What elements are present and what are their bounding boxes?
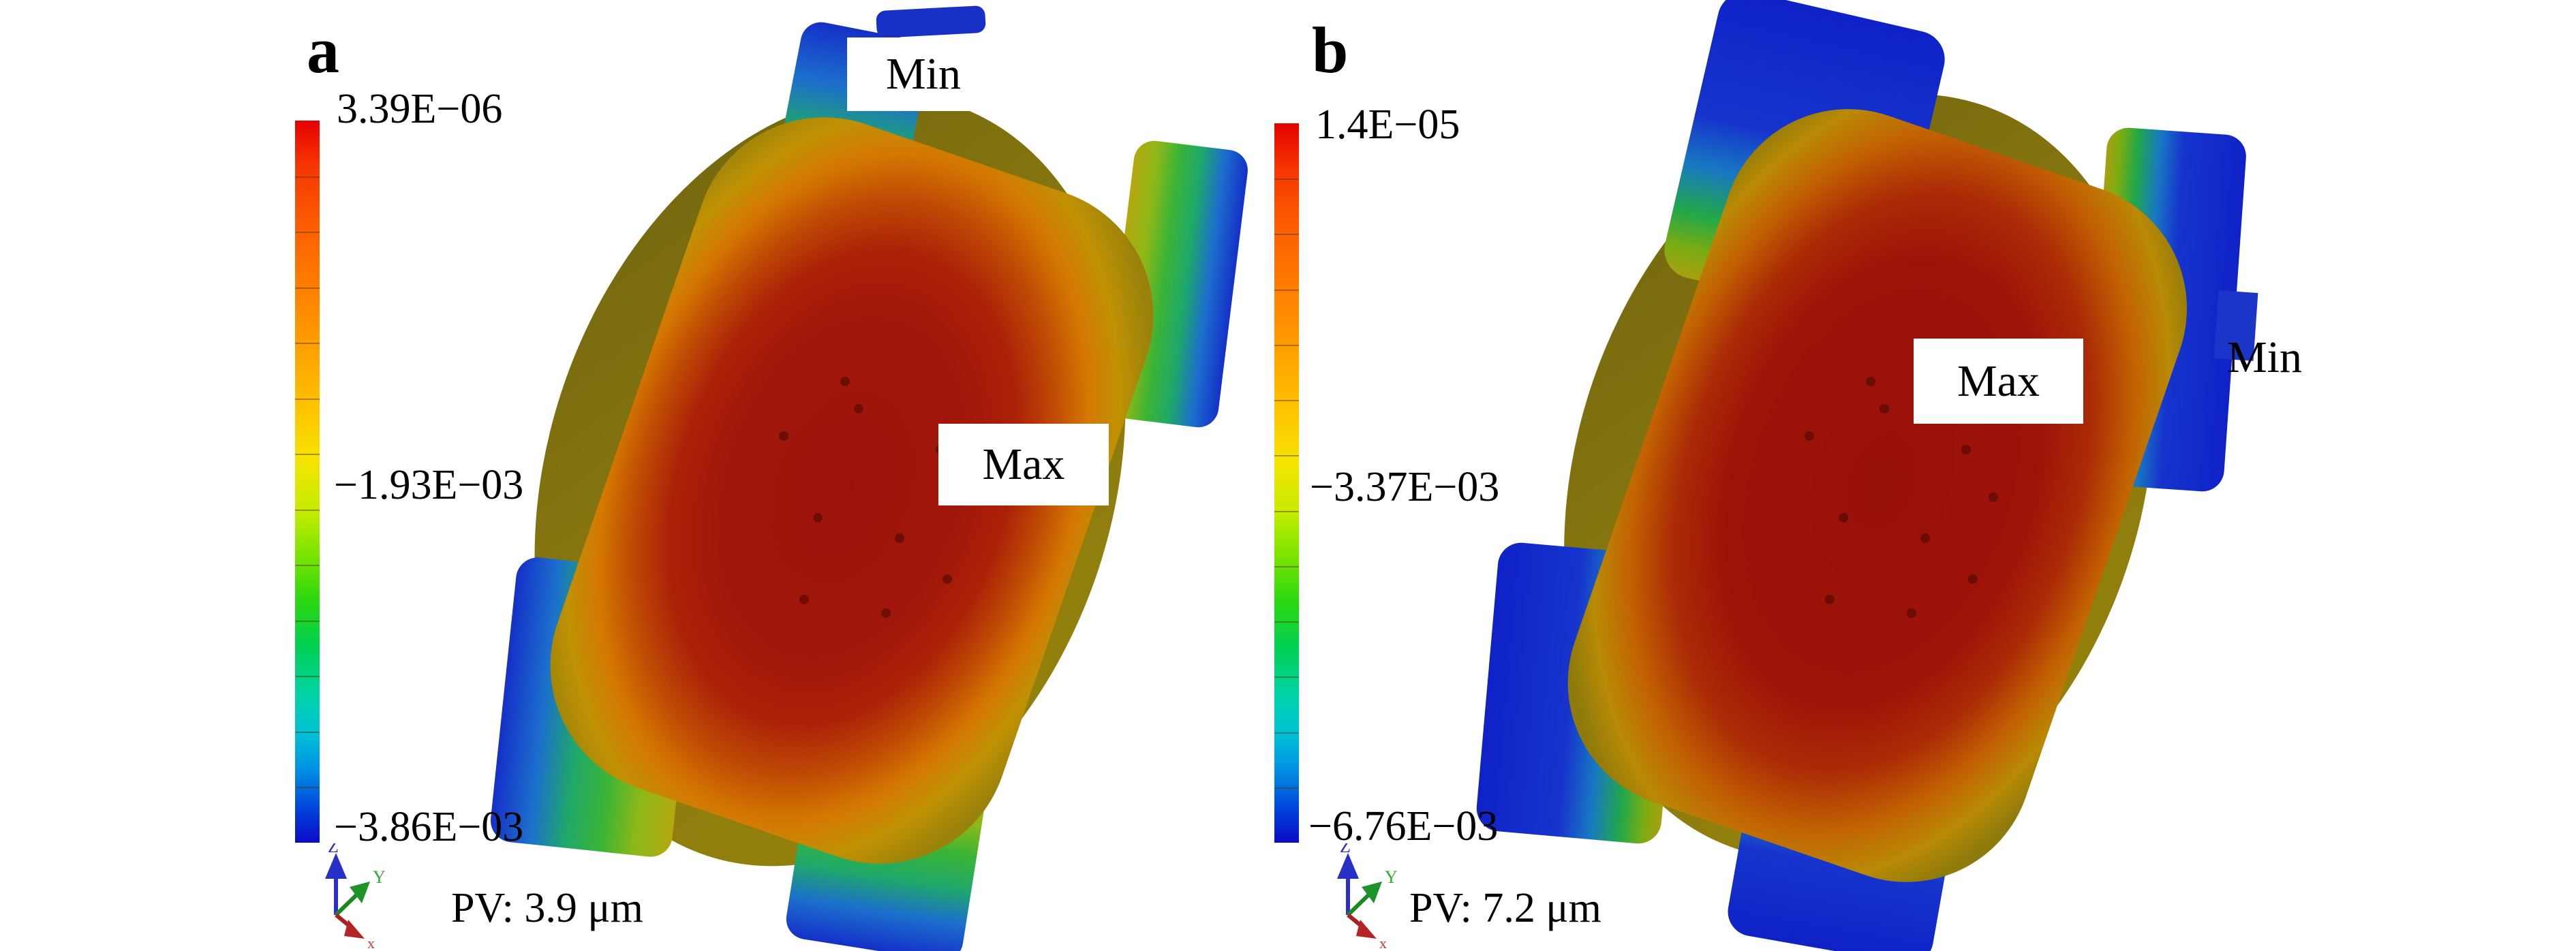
min-marker-a: Min <box>847 37 1000 111</box>
min-marker-b: Min <box>2227 332 2303 382</box>
colorbar-segment-tick <box>1274 510 1299 512</box>
colorbar-a-min-label: −3.86E−03 <box>334 804 524 850</box>
min-marker-a-label: Min <box>885 49 962 99</box>
colorbar-segment-tick <box>295 287 320 289</box>
colorbar-b-min-label: −6.76E−03 <box>1308 803 1499 849</box>
max-marker-a-label: Max <box>982 439 1065 489</box>
colorbar-a-mid-label: −1.93E−03 <box>334 462 524 508</box>
colorbar-segment-tick <box>295 565 320 567</box>
colorbar-segment-tick <box>1274 400 1299 402</box>
colorbar-segment-tick <box>295 454 320 456</box>
colorbar-segment-tick <box>295 787 320 789</box>
max-marker-a: Max <box>938 424 1109 505</box>
colorbar-b <box>1274 123 1299 843</box>
max-marker-b: Max <box>1914 339 2083 424</box>
axis-triad-a-icon: Z Y x <box>325 837 386 951</box>
colorbar-segment-tick <box>1274 621 1299 623</box>
colorbar-a <box>295 121 320 843</box>
axis-y-label: Y <box>1385 867 1398 887</box>
axis-triad-a: Z Y x <box>310 837 399 951</box>
colorbar-b-max-label: 1.4E−05 <box>1315 102 1460 148</box>
pv-value-b: PV: 7.2 μm <box>1409 885 1601 931</box>
model-a-top-tab-tip <box>876 5 986 38</box>
axis-y-label: Y <box>373 867 386 887</box>
colorbar-segment-tick <box>1274 344 1299 346</box>
colorbar-segment-tick <box>1274 676 1299 679</box>
colorbar-a-max-label: 3.39E−06 <box>337 86 503 132</box>
max-marker-b-label: Max <box>1957 356 2040 406</box>
colorbar-segment-tick <box>295 343 320 345</box>
colorbar-segment-tick <box>1274 565 1299 567</box>
colorbar-b-mid-label: −3.37E−03 <box>1310 464 1500 510</box>
axis-x-label: x <box>367 935 375 951</box>
colorbar-segment-tick <box>295 620 320 622</box>
model-b <box>1476 0 2258 951</box>
colorbar-segment-tick <box>295 398 320 400</box>
panel-a-label: a <box>307 14 339 87</box>
colorbar-segment-tick <box>295 731 320 733</box>
colorbar-segment-tick <box>1274 455 1299 457</box>
model-b-right-tab-step <box>2213 290 2258 361</box>
colorbar-segment-tick <box>295 676 320 678</box>
model-b-mirror-face <box>1567 109 2187 882</box>
axis-x-label: x <box>1379 935 1387 951</box>
colorbar-segment-tick <box>1274 234 1299 236</box>
colorbar-segment-tick <box>1274 732 1299 734</box>
colorbar-segment-tick <box>1274 787 1299 789</box>
panel-b-label: b <box>1312 14 1349 87</box>
colorbar-segment-tick <box>1274 178 1299 181</box>
model-a-mirror-face <box>550 117 1154 864</box>
axis-z-label: Z <box>1340 843 1351 856</box>
model-b-screw-holes <box>1805 377 1998 618</box>
pv-value-a: PV: 3.9 μm <box>451 885 643 931</box>
axis-z-label: Z <box>328 843 339 856</box>
colorbar-segment-tick <box>295 232 320 234</box>
colorbar-segment-tick <box>1274 289 1299 291</box>
colorbar-segment-tick <box>295 509 320 511</box>
axis-triad-b: Z Y x <box>1322 837 1411 951</box>
model-a <box>490 5 1248 951</box>
model-a-screw-holes <box>779 377 972 618</box>
colorbar-segment-tick <box>295 176 320 178</box>
axis-triad-b-icon: Z Y x <box>1337 837 1398 951</box>
